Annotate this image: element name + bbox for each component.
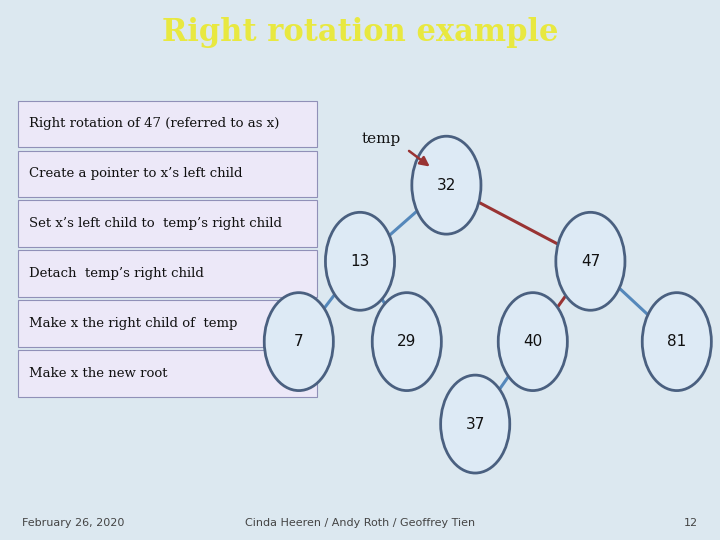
Text: Create a pointer to x’s left child: Create a pointer to x’s left child xyxy=(29,167,243,180)
Text: 12: 12 xyxy=(684,518,698,528)
Ellipse shape xyxy=(441,375,510,473)
Text: Right rotation example: Right rotation example xyxy=(162,17,558,48)
Text: 47: 47 xyxy=(581,254,600,269)
FancyBboxPatch shape xyxy=(18,151,317,197)
Text: 32: 32 xyxy=(437,178,456,193)
Text: 37: 37 xyxy=(466,416,485,431)
Text: Detach  temp’s right child: Detach temp’s right child xyxy=(29,267,204,280)
Text: 81: 81 xyxy=(667,334,686,349)
Text: Make x the right child of  temp: Make x the right child of temp xyxy=(29,317,237,330)
Ellipse shape xyxy=(264,293,333,390)
FancyBboxPatch shape xyxy=(18,350,317,396)
Ellipse shape xyxy=(556,212,625,310)
Text: 7: 7 xyxy=(294,334,304,349)
Text: February 26, 2020: February 26, 2020 xyxy=(22,518,124,528)
Text: 29: 29 xyxy=(397,334,416,349)
Text: Right rotation of 47 (referred to as x): Right rotation of 47 (referred to as x) xyxy=(29,117,279,130)
Ellipse shape xyxy=(498,293,567,390)
Text: temp: temp xyxy=(362,132,401,146)
FancyBboxPatch shape xyxy=(18,200,317,247)
FancyBboxPatch shape xyxy=(18,251,317,297)
FancyBboxPatch shape xyxy=(18,300,317,347)
Text: Set x’s left child to  temp’s right child: Set x’s left child to temp’s right child xyxy=(29,217,282,230)
Text: 13: 13 xyxy=(351,254,369,269)
Text: Cinda Heeren / Andy Roth / Geoffrey Tien: Cinda Heeren / Andy Roth / Geoffrey Tien xyxy=(245,518,475,528)
Text: 40: 40 xyxy=(523,334,542,349)
FancyBboxPatch shape xyxy=(18,100,317,147)
Text: Make x the new root: Make x the new root xyxy=(29,367,167,380)
Ellipse shape xyxy=(412,136,481,234)
Ellipse shape xyxy=(642,293,711,390)
Ellipse shape xyxy=(372,293,441,390)
Ellipse shape xyxy=(325,212,395,310)
